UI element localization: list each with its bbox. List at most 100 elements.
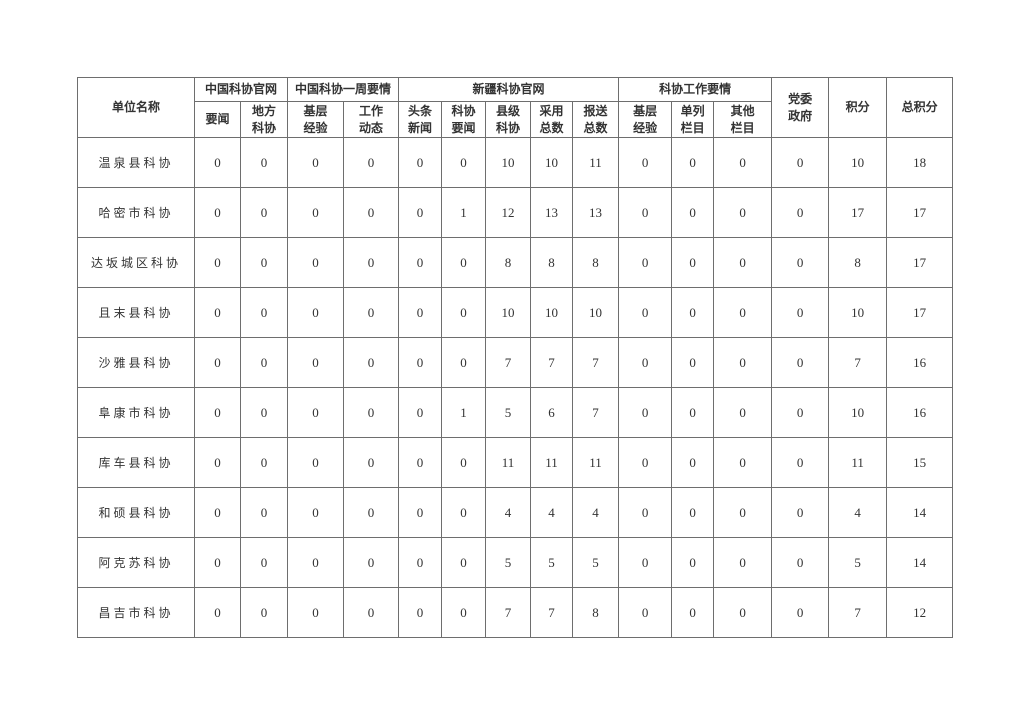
value-cell: 0	[194, 437, 241, 488]
value-cell: 0	[671, 537, 715, 588]
value-cell: 0	[194, 587, 241, 638]
header-group-cast-weekly-brief: 中国科协一周要情	[287, 77, 400, 102]
header-total-score: 总积分	[886, 77, 954, 138]
value-cell: 0	[287, 137, 345, 188]
value-cell: 4	[828, 487, 888, 538]
value-cell: 0	[713, 387, 773, 438]
value-cell: 0	[287, 437, 345, 488]
value-cell: 0	[713, 337, 773, 388]
header-group-xinjiang-official-site: 新疆科协官网	[398, 77, 620, 102]
table-row: 库车县科协 0 0 0 0 0 0 11 11 11 0 0 0 0 11 15	[77, 437, 954, 488]
header-subcolumn-row: 要闻 地方 科协 基层 经验 工作 动态 头条 新闻 科协 要闻 县级 科协 采用 总数 报送 …	[78, 101, 953, 138]
value-cell: 0	[671, 387, 715, 438]
table-row: 阜康市科协 0 0 0 0 0 1 5 6 7 0 0 0 0 10 16	[77, 387, 954, 438]
value-cell: 0	[618, 237, 673, 288]
value-cell: 0	[713, 287, 773, 338]
value-cell: 0	[287, 587, 345, 638]
header-subcolumn: 单列 栏目	[671, 101, 715, 138]
value-cell: 0	[398, 387, 443, 438]
value-cell: 7	[572, 387, 620, 438]
value-cell: 0	[713, 187, 773, 238]
value-cell: 0	[441, 537, 487, 588]
value-cell: 10	[530, 137, 574, 188]
value-cell: 0	[671, 437, 715, 488]
value-cell: 0	[671, 337, 715, 388]
value-cell: 0	[771, 187, 830, 238]
value-cell: 0	[194, 137, 241, 188]
unit-name-cell: 沙雅县科协	[77, 337, 195, 388]
value-cell: 0	[441, 587, 487, 638]
header-score: 积分	[828, 77, 888, 138]
value-cell: 11	[572, 437, 620, 488]
value-cell: 0	[771, 237, 830, 288]
value-cell: 0	[618, 487, 673, 538]
value-cell: 0	[771, 537, 830, 588]
value-cell: 12	[485, 187, 532, 238]
value-cell: 0	[194, 237, 241, 288]
value-cell: 0	[771, 437, 830, 488]
table-row: 哈密市科协 0 0 0 0 0 1 12 13 13 0 0 0 0 17 17	[77, 187, 954, 238]
value-cell: 0	[398, 587, 443, 638]
table-row: 沙雅县科协 0 0 0 0 0 0 7 7 7 0 0 0 0 7 16	[77, 337, 954, 388]
value-cell: 0	[618, 587, 673, 638]
header-subcolumn: 地方 科协	[239, 101, 289, 138]
header-subcolumn: 科协 要闻	[441, 101, 487, 138]
unit-name-cell: 阿克苏科协	[77, 537, 195, 588]
value-cell: 8	[572, 587, 620, 638]
value-cell: 0	[194, 537, 241, 588]
value-cell: 0	[713, 137, 773, 188]
value-cell: 0	[287, 287, 345, 338]
value-cell: 8	[530, 237, 574, 288]
header-subcolumn: 县级 科协	[485, 101, 532, 138]
value-cell: 0	[771, 137, 830, 188]
value-cell: 0	[771, 487, 830, 538]
value-cell: 17	[886, 287, 954, 338]
value-cell: 0	[239, 537, 289, 588]
value-cell: 0	[618, 387, 673, 438]
value-cell: 0	[239, 287, 289, 338]
value-cell: 7	[530, 337, 574, 388]
value-cell: 10	[828, 137, 888, 188]
unit-name-cell: 库车县科协	[77, 437, 195, 488]
header-subcolumn: 其他 栏目	[713, 101, 773, 138]
value-cell: 17	[828, 187, 888, 238]
header-subcolumn: 报送 总数	[572, 101, 620, 138]
value-cell: 12	[886, 587, 954, 638]
header-subcolumn: 采用 总数	[530, 101, 574, 138]
value-cell: 0	[343, 137, 400, 188]
score-table: 单位名称 中国科协官网 中国科协一周要情 新疆科协官网 科协工作要情 党委 政府…	[77, 77, 954, 638]
table-row: 温泉县科协 0 0 0 0 0 0 10 10 11 0 0 0 0 10 18	[77, 137, 954, 188]
value-cell: 0	[194, 387, 241, 438]
value-cell: 13	[530, 187, 574, 238]
value-cell: 11	[530, 437, 574, 488]
value-cell: 0	[287, 237, 345, 288]
value-cell: 8	[485, 237, 532, 288]
value-cell: 4	[485, 487, 532, 538]
value-cell: 4	[572, 487, 620, 538]
header-subcolumn: 基层 经验	[618, 101, 673, 138]
value-cell: 5	[530, 537, 574, 588]
value-cell: 0	[343, 237, 400, 288]
value-cell: 6	[530, 387, 574, 438]
value-cell: 0	[441, 437, 487, 488]
value-cell: 18	[886, 137, 954, 188]
value-cell: 0	[287, 337, 345, 388]
value-cell: 0	[441, 487, 487, 538]
value-cell: 0	[713, 587, 773, 638]
value-cell: 1	[441, 387, 487, 438]
value-cell: 0	[618, 287, 673, 338]
value-cell: 0	[343, 587, 400, 638]
value-cell: 5	[572, 537, 620, 588]
value-cell: 4	[530, 487, 574, 538]
header-group-work-brief: 科协工作要情	[618, 77, 773, 102]
value-cell: 5	[828, 537, 888, 588]
value-cell: 7	[530, 587, 574, 638]
value-cell: 0	[287, 387, 345, 438]
value-cell: 10	[485, 137, 532, 188]
header-group-row: 单位名称 中国科协官网 中国科协一周要情 新疆科协官网 科协工作要情 党委 政府…	[77, 77, 954, 138]
value-cell: 0	[618, 537, 673, 588]
value-cell: 15	[886, 437, 954, 488]
unit-name-cell: 哈密市科协	[77, 187, 195, 238]
value-cell: 0	[398, 487, 443, 538]
